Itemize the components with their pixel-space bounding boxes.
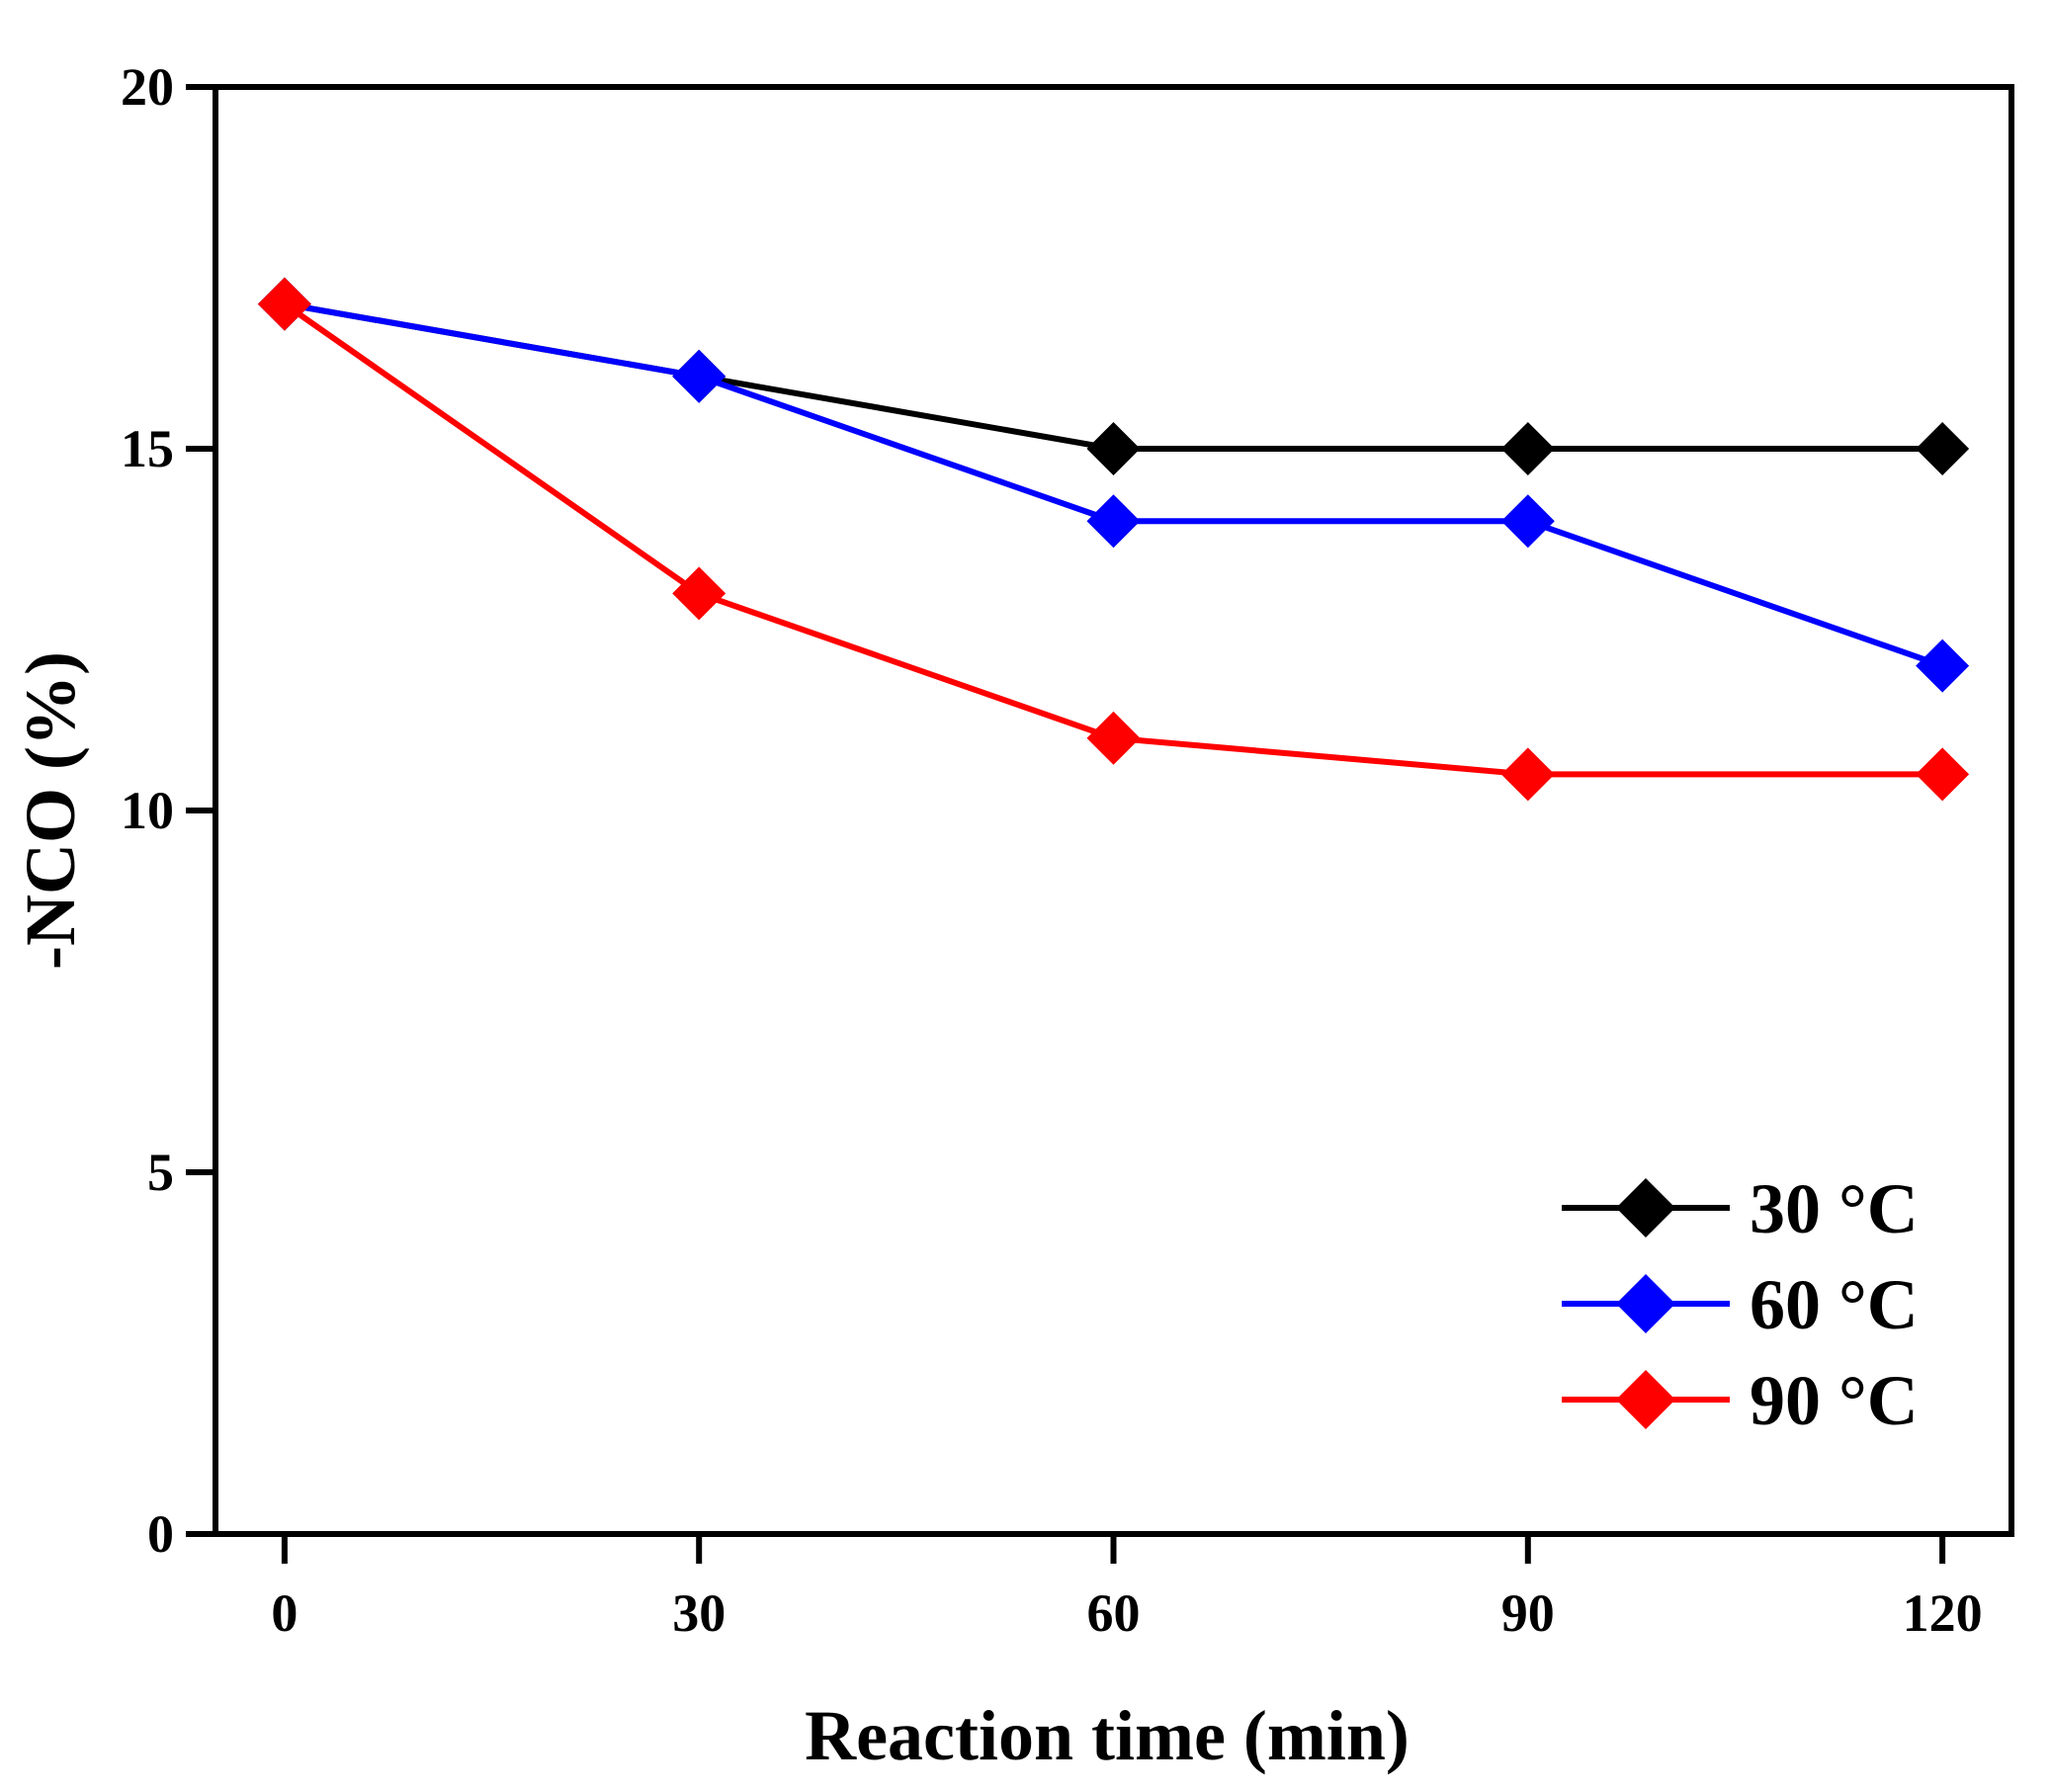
y-tick-label: 20: [121, 57, 174, 117]
x-tick-label: 120: [1903, 1583, 1983, 1643]
legend-marker: [1616, 1178, 1675, 1237]
x-tick-label: 30: [672, 1583, 726, 1643]
x-tick-label: 90: [1501, 1583, 1555, 1643]
series-line: [284, 300, 1944, 669]
legend-label: 30 °C: [1750, 1169, 1919, 1248]
y-tick-label: 15: [121, 419, 174, 478]
legend-marker: [1616, 1370, 1675, 1429]
data-point-marker: [1086, 494, 1141, 549]
data-point-marker: [1500, 422, 1555, 475]
x-tick-label: 60: [1087, 1583, 1141, 1643]
legend-label: 90 °C: [1750, 1361, 1919, 1440]
data-point-marker: [1500, 494, 1555, 549]
data-point-marker: [1500, 747, 1555, 802]
data-point-marker: [1916, 422, 1970, 475]
y-tick-label: 0: [147, 1504, 174, 1564]
series-1: [257, 277, 1970, 475]
data-point-marker: [672, 349, 726, 403]
x-tick-label: 0: [271, 1583, 298, 1643]
x-axis-label: Reaction time (min): [805, 1696, 1410, 1775]
legend-marker: [1616, 1274, 1675, 1333]
y-tick-label: 10: [121, 781, 174, 840]
data-point-marker: [1916, 639, 1970, 693]
data-point-marker: [1086, 711, 1141, 765]
series-3: [257, 277, 1970, 802]
data-point-marker: [257, 277, 311, 331]
legend-item-1: 30 °C: [1562, 1169, 1919, 1248]
y-axis-label: -NCO (%): [11, 651, 90, 970]
data-point-marker: [1086, 422, 1141, 475]
legend-label: 60 °C: [1750, 1265, 1919, 1344]
y-tick-label: 5: [147, 1143, 174, 1202]
series-2: [257, 277, 1970, 693]
legend-item-2: 60 °C: [1562, 1265, 1919, 1344]
data-point-marker: [672, 566, 726, 621]
plot-area-frame: [213, 84, 2014, 1537]
legend-item-3: 90 °C: [1562, 1361, 1919, 1440]
data-point-marker: [1916, 747, 1970, 802]
